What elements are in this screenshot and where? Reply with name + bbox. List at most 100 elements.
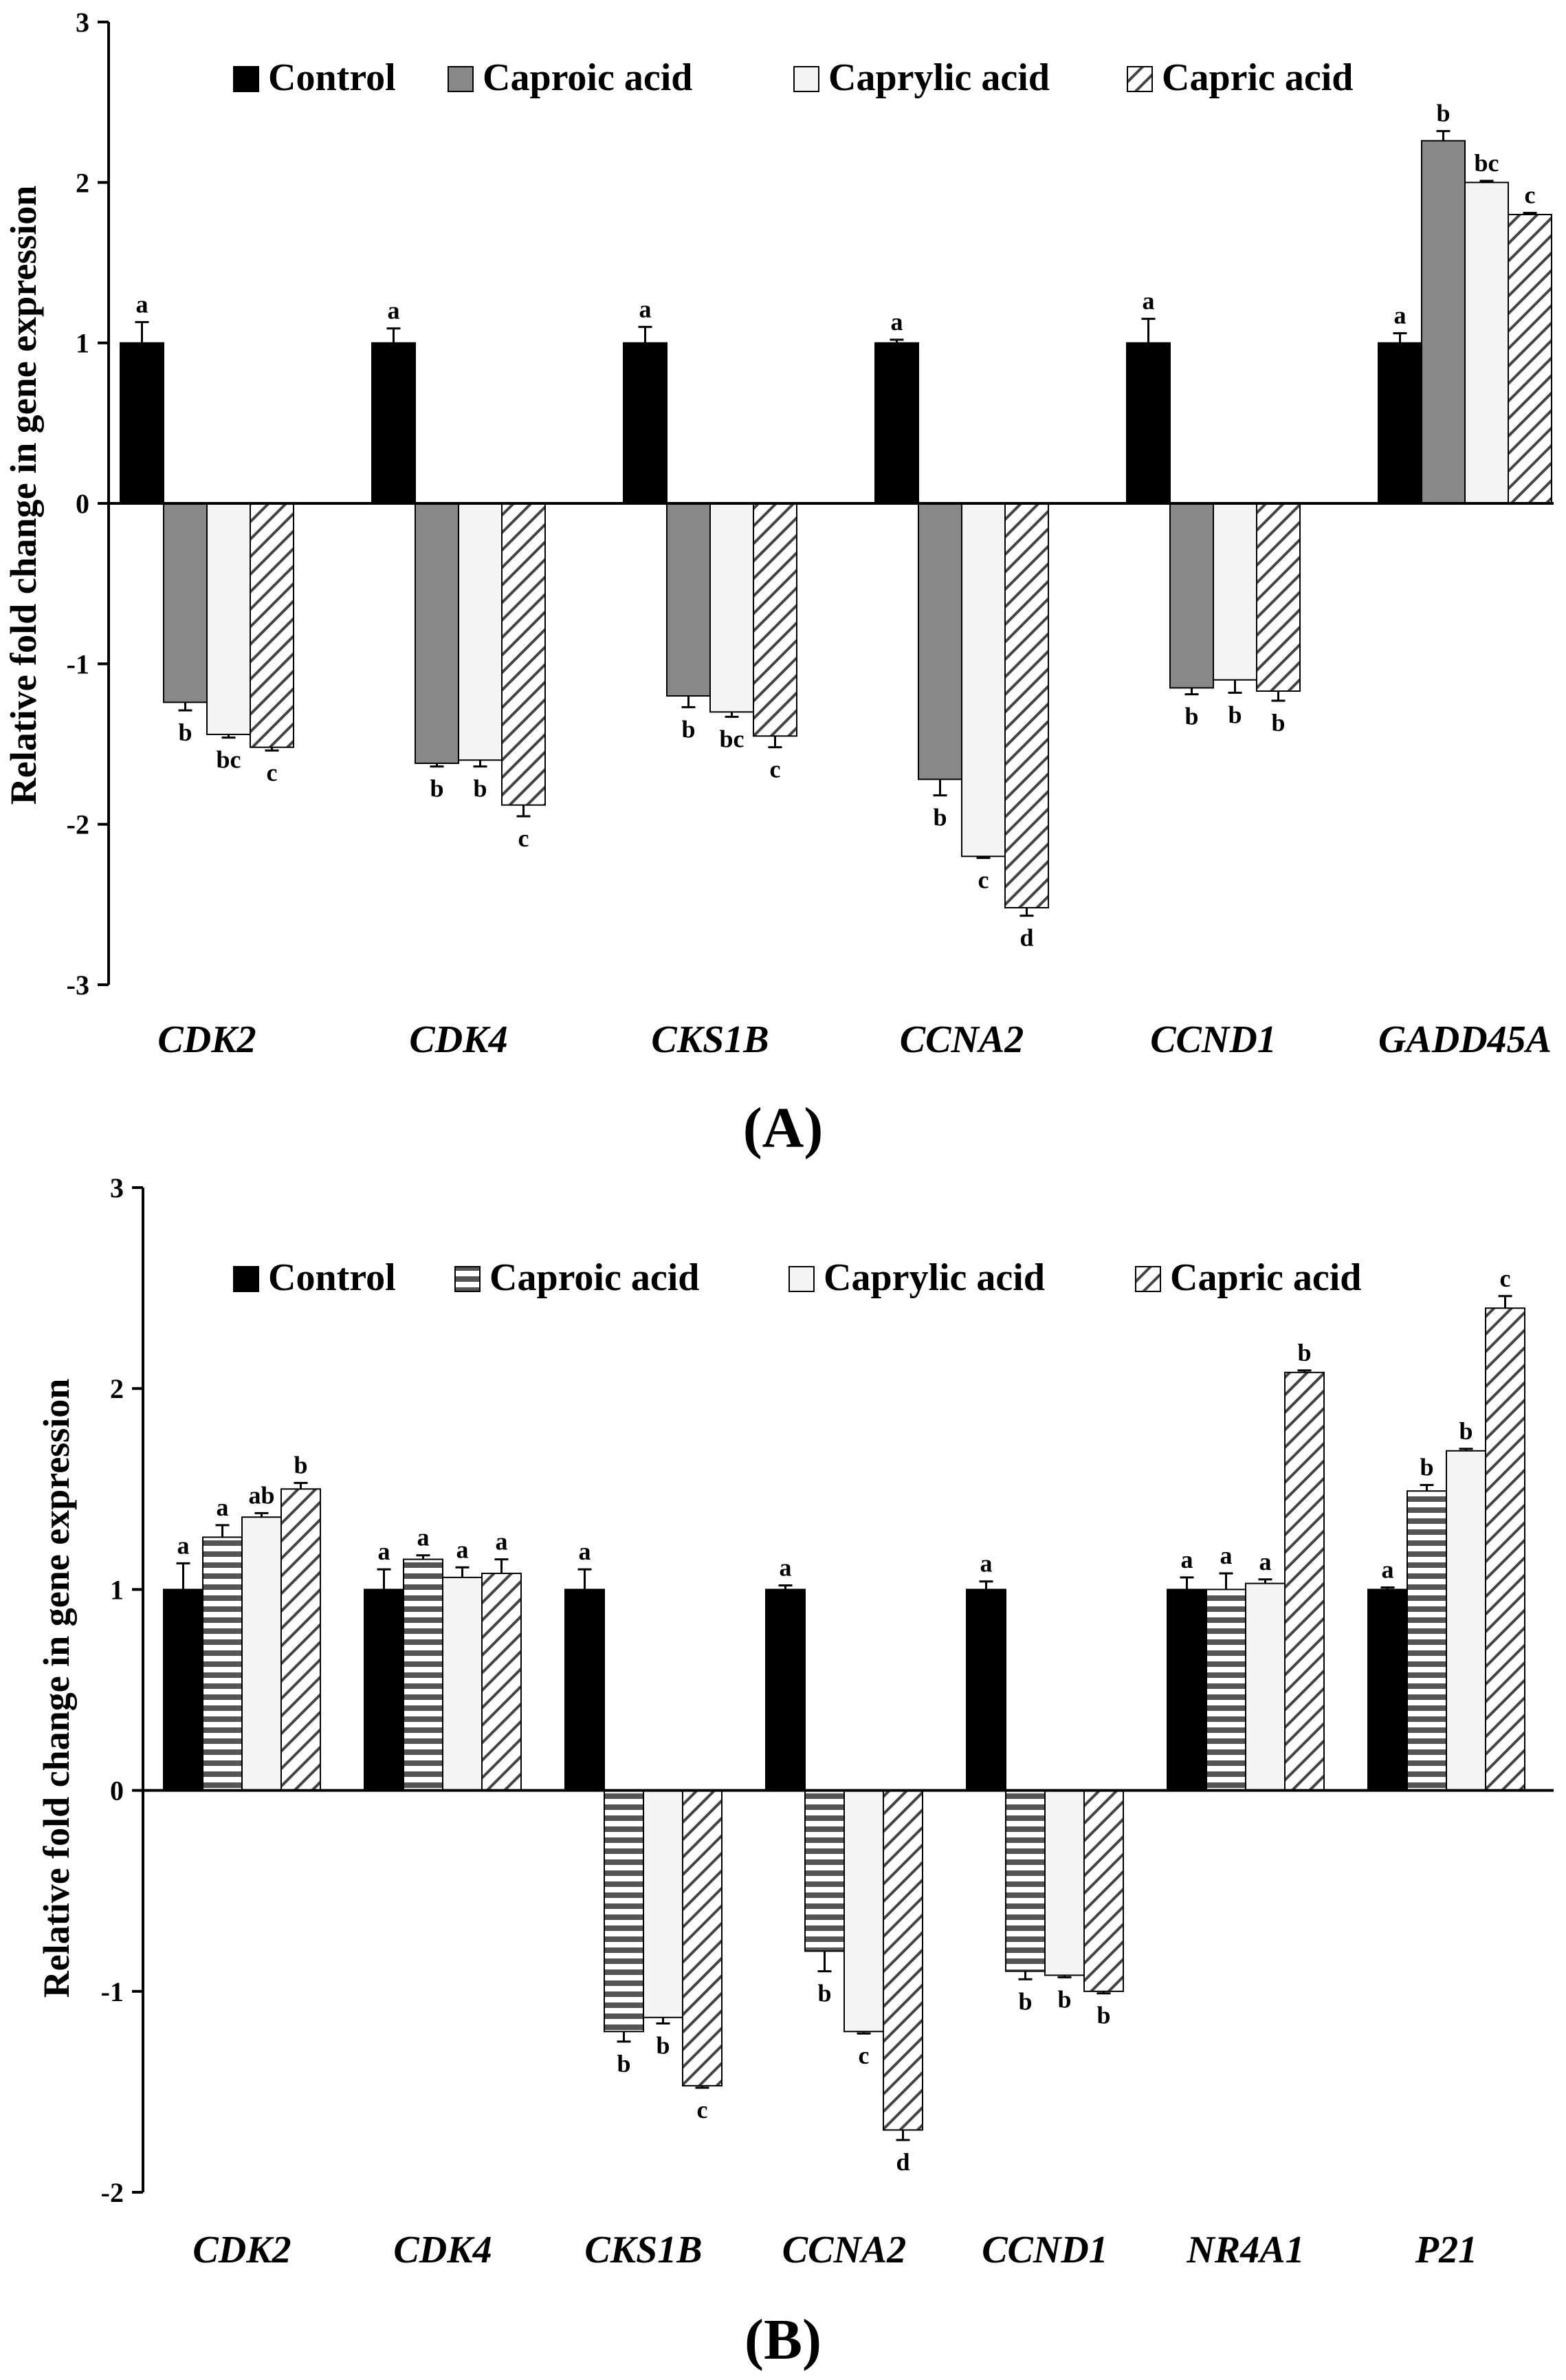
significance-label: c (770, 756, 781, 783)
y-tick-label: 1 (110, 1574, 124, 1605)
bar (1284, 1371, 1325, 1791)
significance-label: a (891, 308, 903, 336)
significance-label: b (1420, 1453, 1433, 1481)
significance-label: b (817, 1980, 831, 2007)
bar (1083, 1789, 1124, 1992)
bar (250, 503, 294, 748)
significance-label: ab (248, 1481, 274, 1509)
significance-label: a (1143, 287, 1155, 315)
bar (501, 503, 546, 806)
significance-label: b (1228, 701, 1242, 728)
significance-label: c (267, 758, 278, 786)
category-label: CDK4 (393, 2229, 492, 2271)
legend-swatch (793, 66, 819, 92)
y-tick-label: -1 (101, 1976, 124, 2007)
bar (1464, 182, 1509, 504)
category-label: CCND1 (982, 2229, 1108, 2271)
panel-label-a: (A) (743, 1096, 824, 1160)
legend-swatch (788, 1266, 815, 1292)
panel-label-b: (B) (745, 2308, 821, 2372)
legend-swatch (448, 66, 474, 92)
category-label: CCNA2 (782, 2229, 907, 2271)
y-tick-label: 0 (76, 488, 89, 519)
significance-label: d (1019, 924, 1033, 952)
category-label: CDK2 (157, 1018, 256, 1061)
bar (364, 1589, 404, 1791)
significance-label: a (417, 1524, 430, 1551)
y-tick-label: -1 (67, 648, 89, 679)
bar (1213, 503, 1257, 681)
significance-label: b (1057, 1985, 1071, 2013)
y-tick-label: 2 (110, 1373, 124, 1404)
bar (202, 1536, 243, 1791)
legend-swatch (1127, 66, 1153, 92)
significance-label: a (217, 1494, 229, 1521)
bar (883, 1789, 923, 2131)
legend-label: Control (268, 56, 396, 99)
bar (458, 503, 503, 761)
plot-area-a: 3 2 1 0 -1 -2 -3 Control Caproic acid Caprylic ac… (67, 7, 1554, 1061)
legend-swatch (233, 66, 259, 92)
significance-label: b (617, 2050, 630, 2077)
bar (623, 342, 668, 504)
significance-label: b (294, 1452, 307, 1479)
significance-label: b (1271, 709, 1285, 736)
chart-panel-b: 3 2 1 0 -1 -2 Control Caproic acid Caprylic acid… (36, 1172, 1554, 2372)
category-label: CDK2 (192, 2229, 291, 2271)
bar (1508, 214, 1552, 504)
bar (765, 1589, 806, 1791)
bar (163, 1589, 203, 1791)
significance-label: b (430, 775, 443, 803)
y-tick-label: -3 (67, 970, 89, 1001)
significance-label: a (639, 295, 652, 323)
bar (1126, 342, 1171, 504)
bar (961, 503, 1006, 858)
bar (403, 1558, 443, 1791)
significance-label: c (1500, 1265, 1511, 1292)
bar (966, 1589, 1006, 1791)
significance-label: a (496, 1528, 508, 1555)
significance-label: a (378, 1538, 390, 1565)
y-tick-label: 3 (76, 7, 89, 38)
significance-label: a (388, 297, 400, 325)
bar (918, 503, 962, 780)
bar (1367, 1589, 1408, 1791)
y-tick-label: 0 (110, 1776, 124, 1806)
significance-label: b (1018, 1987, 1032, 2015)
bar (241, 1516, 282, 1791)
bar (1245, 1582, 1286, 1791)
category-label: CCND1 (1150, 1018, 1277, 1061)
bar (843, 1789, 884, 2033)
bar (709, 503, 754, 713)
legend-swatch (454, 1266, 481, 1292)
significance-label: b (473, 775, 487, 803)
bar (481, 1573, 522, 1791)
legend-label: Caprylic acid (824, 1256, 1045, 1299)
legend-label: Caproic acid (483, 56, 692, 99)
significance-label: a (177, 1531, 190, 1559)
significance-label: b (1436, 100, 1450, 127)
bar (682, 1789, 723, 2087)
significance-label: b (178, 719, 192, 746)
significance-label: a (136, 290, 148, 318)
significance-label: a (579, 1538, 591, 1565)
bar (120, 342, 164, 504)
bar (604, 1789, 644, 2033)
bar (1421, 140, 1466, 504)
significance-label: b (1184, 703, 1198, 730)
y-tick-label: 3 (110, 1172, 124, 1203)
y-tick-label: -2 (101, 2177, 124, 2208)
chart-panel-a: 3 2 1 0 -1 -2 -3 Control Caproic acid Caprylic ac… (3, 7, 1554, 1160)
bar (1256, 503, 1301, 692)
significance-label: a (1259, 1548, 1272, 1575)
bar (1407, 1490, 1447, 1791)
bar (1005, 1789, 1046, 1972)
legend-swatch (1135, 1266, 1161, 1292)
significance-label: a (456, 1536, 469, 1563)
category-label: NR4A1 (1186, 2229, 1304, 2271)
bar (804, 1789, 845, 1952)
y-axis-title-b: Relative fold change in gene expression (36, 1379, 77, 1998)
significance-label: a (1181, 1546, 1193, 1573)
y-axis-title-a: Relative fold change in gene expression (3, 186, 44, 805)
